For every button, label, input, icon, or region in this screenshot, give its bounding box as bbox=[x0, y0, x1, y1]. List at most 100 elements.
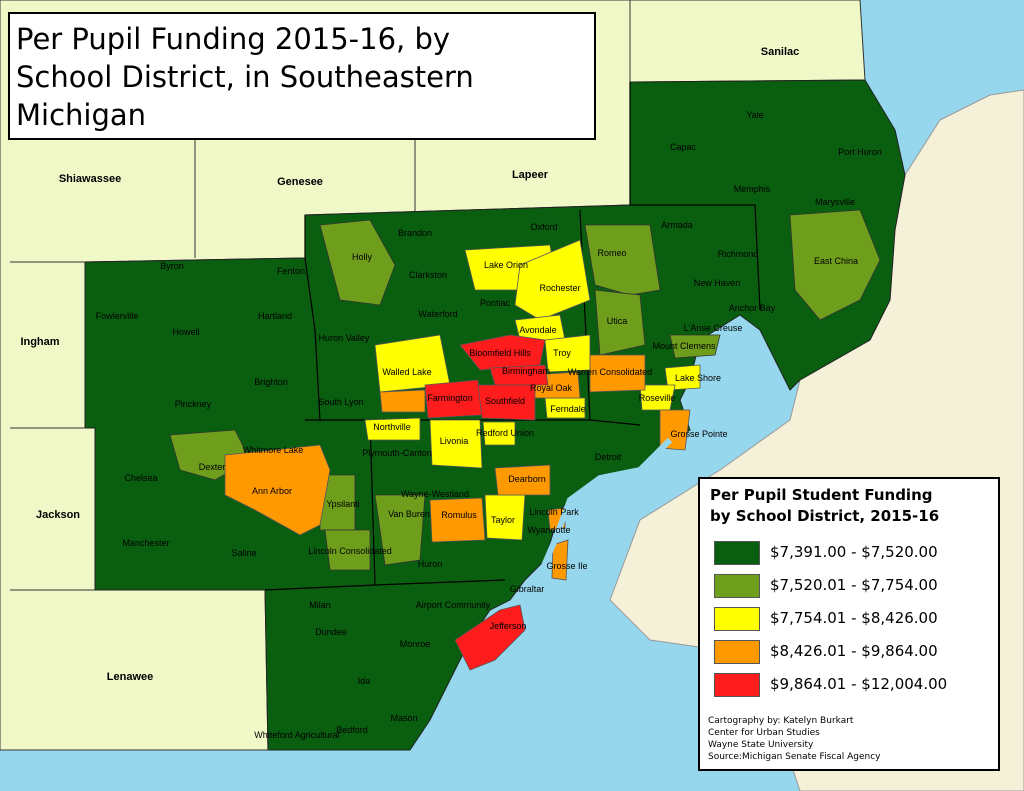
district-labels: Yale Capac Port Huron Memphis Marysville… bbox=[96, 110, 882, 740]
district-label: Brandon bbox=[398, 228, 432, 238]
map-title-line-1: Per Pupil Funding 2015-16, by bbox=[16, 22, 451, 56]
southfield-district bbox=[477, 384, 536, 421]
district-label: Jefferson bbox=[490, 621, 527, 631]
district-label: Grosse Pointe bbox=[670, 429, 727, 439]
district-label: Ida bbox=[358, 676, 371, 686]
district-label: Royal Oak bbox=[530, 383, 573, 393]
birmingham-district bbox=[489, 364, 549, 386]
credit-line: Cartography by: Katelyn Burkart bbox=[708, 716, 854, 726]
district-label: Utica bbox=[607, 316, 628, 326]
county-label-jackson: Jackson bbox=[36, 509, 80, 521]
district-label: Armada bbox=[661, 220, 693, 230]
district-label: Mason bbox=[390, 713, 417, 723]
map-title-box: Per Pupil Funding 2015-16, by School Dis… bbox=[8, 12, 596, 140]
district-label: Memphis bbox=[734, 184, 771, 194]
warren-consolidated-district bbox=[589, 354, 646, 393]
district-label: Romulus bbox=[441, 510, 477, 520]
romeo-district bbox=[584, 224, 661, 296]
map-credits: Cartography by: Katelyn Burkart Center f… bbox=[708, 715, 880, 763]
lincoln-consolidated-district bbox=[324, 529, 371, 571]
district-label: Walled Lake bbox=[382, 367, 431, 377]
rochester-district bbox=[514, 239, 591, 321]
district-label: Lake Orion bbox=[484, 260, 528, 270]
mount-clemens-district bbox=[669, 334, 721, 359]
livonia-district bbox=[429, 419, 483, 469]
district-label: Huron Valley bbox=[319, 333, 370, 343]
county-label-shiawassee: Shiawassee bbox=[59, 173, 121, 185]
district-label: Avondale bbox=[519, 325, 556, 335]
district-label: Port Huron bbox=[838, 147, 882, 157]
district-label: Dexter bbox=[199, 462, 226, 472]
district-label: Chelsea bbox=[124, 473, 157, 483]
district-label: Gibraltar bbox=[510, 584, 545, 594]
district-label: Capac bbox=[670, 142, 697, 152]
van-buren-district bbox=[374, 494, 426, 566]
district-label: L'Anse Creuse bbox=[684, 323, 743, 333]
credit-line: Wayne State University bbox=[708, 740, 814, 750]
district-label: Oxford bbox=[530, 222, 557, 232]
district-label: Rochester bbox=[539, 283, 580, 293]
legend-swatch bbox=[714, 574, 760, 598]
district-label: Byron bbox=[160, 261, 184, 271]
district-label: Dearborn bbox=[508, 474, 546, 484]
district-label: Birmingham bbox=[502, 366, 550, 376]
district-label: Anchor Bay bbox=[729, 303, 776, 313]
district-label: Bloomfield Hills bbox=[469, 348, 531, 358]
district-label: Huron bbox=[418, 559, 443, 569]
legend-item-label: $8,426.01 - $9,864.00 bbox=[770, 642, 938, 660]
district-label: Clarkston bbox=[409, 270, 447, 280]
district-label: Airport Community bbox=[416, 600, 491, 610]
district-label: Fenton bbox=[277, 266, 305, 276]
district-label: Richmond bbox=[718, 249, 759, 259]
legend-item: $7,520.01 - $7,754.00 bbox=[714, 572, 994, 600]
class-3-districts bbox=[364, 239, 701, 541]
county-label-lenawee: Lenawee bbox=[107, 671, 153, 683]
class-5-districts bbox=[424, 334, 549, 671]
district-label: New Haven bbox=[694, 278, 741, 288]
map-title-line-3: Michigan bbox=[16, 98, 147, 132]
district-label: Holly bbox=[352, 252, 373, 262]
district-label: Detroit bbox=[595, 452, 622, 462]
district-label: Whiteford Agricultural bbox=[254, 730, 340, 740]
map-title-line-2: School District, in Southeastern bbox=[16, 60, 474, 94]
romulus-district bbox=[429, 497, 486, 543]
lake-shore-district bbox=[664, 364, 701, 391]
district-label: Wyandotte bbox=[528, 525, 571, 535]
district-label: Farmington bbox=[427, 393, 473, 403]
east-china-district bbox=[789, 209, 881, 321]
northville-district bbox=[364, 417, 421, 441]
district-label: Bedford bbox=[336, 725, 368, 735]
credit-line: Source:Michigan Senate Fiscal Agency bbox=[708, 752, 881, 762]
legend-swatch bbox=[714, 541, 760, 565]
legend-item-label: $7,520.01 - $7,754.00 bbox=[770, 576, 938, 594]
district-label: Saline bbox=[231, 548, 256, 558]
grosse-ile-district bbox=[551, 539, 569, 581]
county-label-genesee: Genesee bbox=[277, 176, 323, 188]
district-label: East China bbox=[814, 256, 858, 266]
district-label: Monroe bbox=[400, 639, 431, 649]
district-label: Warren Consolidated bbox=[568, 367, 652, 377]
district-label: Southfield bbox=[485, 396, 525, 406]
district-label: Troy bbox=[553, 348, 571, 358]
district-label: South Lyon bbox=[318, 397, 363, 407]
district-label: Fowlerville bbox=[96, 311, 139, 321]
district-label: Marysville bbox=[815, 197, 855, 207]
district-label: Grosse Ile bbox=[546, 561, 587, 571]
legend-item: $8,426.01 - $9,864.00 bbox=[714, 638, 994, 666]
district-label: Pinckney bbox=[175, 399, 212, 409]
district-label: Mount Clemens bbox=[652, 341, 716, 351]
district-label: Wayne-Westland bbox=[401, 489, 469, 499]
county-lines bbox=[10, 140, 416, 591]
county-label-ingham: Ingham bbox=[20, 336, 59, 348]
district-label: Hartland bbox=[258, 311, 292, 321]
ann-arbor-district bbox=[224, 444, 331, 536]
bloomfield-hills-district bbox=[459, 334, 546, 371]
county-label-lapeer: Lapeer bbox=[512, 169, 549, 181]
utica-district bbox=[594, 289, 646, 356]
dearborn-district bbox=[494, 464, 551, 496]
legend-box: Per Pupil Student Funding by School Dist… bbox=[698, 477, 1000, 771]
legend-item: $9,864.01 - $12,004.00 bbox=[714, 671, 994, 699]
district-label: Whitmore Lake bbox=[243, 445, 304, 455]
district-label: Manchester bbox=[122, 538, 169, 548]
south-lyon-edge-district bbox=[379, 389, 426, 413]
